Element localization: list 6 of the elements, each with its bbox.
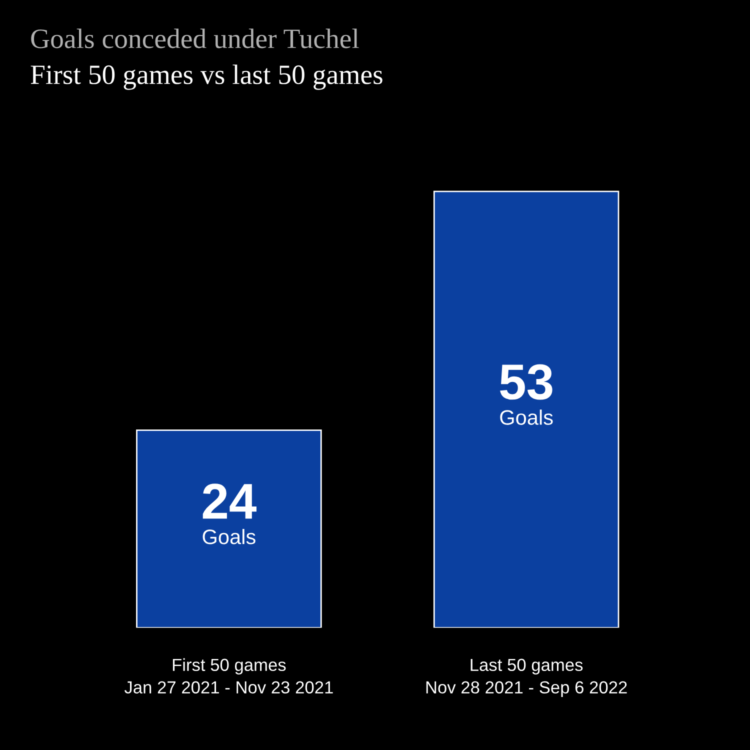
chart-subtitle: First 50 games vs last 50 games	[30, 64, 382, 90]
data-label: 24 Goals	[202, 484, 256, 544]
data-label: 53 Goals	[500, 364, 553, 425]
x-tick-label: Last 50 games Nov 28 2021 - Sep 6 2022	[426, 658, 627, 697]
chart-title: Goals conceded under Tuchel	[31, 28, 359, 48]
x-tick-label: First 50 games Jan 27 2021 - Nov 23 2021	[124, 658, 333, 694]
